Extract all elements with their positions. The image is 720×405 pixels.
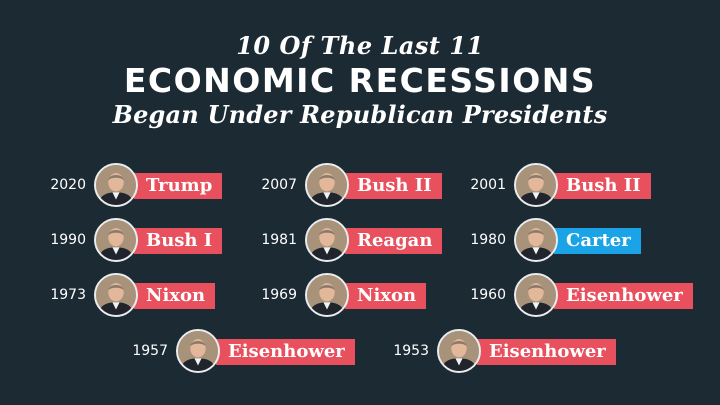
president-name: Trump [134, 173, 223, 199]
recession-year: 1953 [393, 343, 429, 359]
president-portrait [305, 218, 349, 262]
president-portrait [437, 329, 481, 373]
recession-year: 2007 [261, 177, 297, 193]
president-portrait [305, 163, 349, 207]
president-portrait [514, 163, 558, 207]
recession-year: 1981 [261, 232, 297, 248]
president-name: Nixon [134, 283, 216, 309]
recession-year: 1960 [470, 287, 506, 303]
president-name: Bush II [554, 173, 651, 199]
recession-year: 1969 [261, 287, 297, 303]
recession-year: 1973 [50, 287, 86, 303]
president-name: Carter [554, 228, 641, 254]
president-portrait [514, 218, 558, 262]
president-name: Bush II [345, 173, 442, 199]
title-line-1: 10 Of The Last 11 [236, 31, 484, 60]
title-block: 10 Of The Last 11 ECONOMIC RECESSIONS Be… [0, 30, 720, 130]
title-line-3: Began Under Republican Presidents [112, 100, 608, 129]
president-name: Eisenhower [554, 283, 693, 309]
president-portrait [94, 273, 138, 317]
recession-year: 1990 [50, 232, 86, 248]
president-portrait [94, 218, 138, 262]
recession-year: 1957 [132, 343, 168, 359]
recession-year: 1980 [470, 232, 506, 248]
president-portrait [305, 273, 349, 317]
president-name: Eisenhower [216, 339, 355, 365]
president-name: Nixon [345, 283, 427, 309]
president-portrait [94, 163, 138, 207]
title-line-2: ECONOMIC RECESSIONS [123, 61, 597, 100]
president-portrait [176, 329, 220, 373]
recession-year: 2020 [50, 177, 86, 193]
president-portrait [514, 273, 558, 317]
recession-year: 2001 [470, 177, 506, 193]
president-name: Bush I [134, 228, 223, 254]
president-name: Reagan [345, 228, 443, 254]
president-name: Eisenhower [477, 339, 616, 365]
